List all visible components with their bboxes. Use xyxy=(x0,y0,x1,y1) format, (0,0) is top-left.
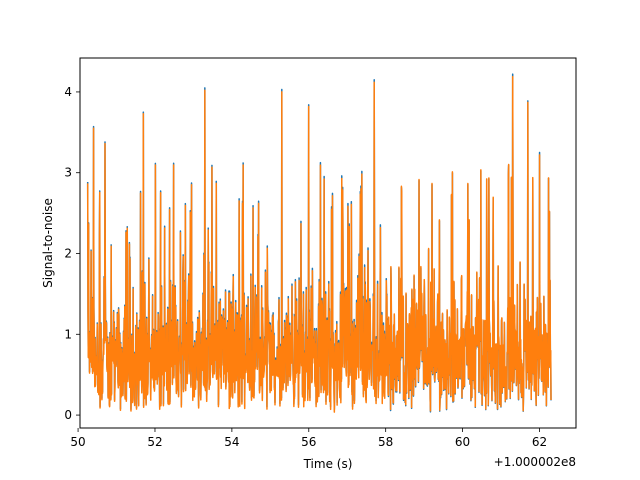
y-tick-label: 4 xyxy=(64,85,72,99)
x-tick-label: 50 xyxy=(70,435,85,449)
x-tick-label: 56 xyxy=(301,435,316,449)
x-tick-label: 58 xyxy=(378,435,393,449)
axes-frame xyxy=(79,57,577,429)
series-layer xyxy=(86,73,552,413)
y-axis: 0 1 2 3 4 xyxy=(64,85,80,422)
y-axis-label: Signal-to-noise xyxy=(41,198,55,288)
x-axis: 50 52 54 56 58 60 62 xyxy=(70,428,547,449)
y-tick-label: 1 xyxy=(64,327,72,341)
x-tick-label: 54 xyxy=(224,435,239,449)
series-line-2 xyxy=(86,75,552,413)
x-axis-label: Time (s) xyxy=(303,457,353,471)
x-offset-label: +1.000002e8 xyxy=(494,455,576,469)
y-tick-label: 0 xyxy=(64,408,72,422)
x-tick-label: 60 xyxy=(455,435,470,449)
y-tick-label: 2 xyxy=(64,247,72,261)
x-tick-label: 52 xyxy=(147,435,162,449)
x-tick-label: 62 xyxy=(532,435,547,449)
y-tick-label: 3 xyxy=(64,166,72,180)
